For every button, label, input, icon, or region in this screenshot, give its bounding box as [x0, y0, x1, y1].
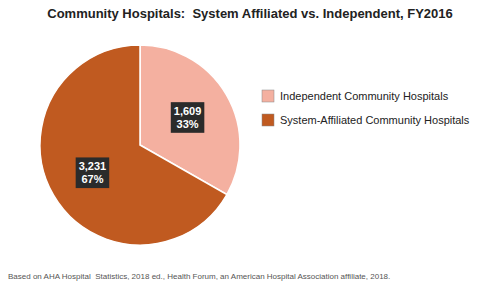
legend-entry: Independent Community Hospitals	[280, 90, 449, 102]
data-label: 1,60933%	[171, 102, 205, 133]
percent-label: 33%	[177, 118, 199, 130]
value-label: 3,231	[79, 160, 107, 172]
background	[0, 0, 500, 286]
data-label-text: 3,23167%	[79, 160, 107, 185]
pie-slice	[40, 45, 227, 245]
legend-swatch	[262, 90, 274, 102]
legend: Independent Community Hospitals System-Af…	[262, 90, 470, 126]
pie	[40, 45, 240, 245]
percent-label: 67%	[81, 173, 103, 185]
legend-entry: System-Affiliated Community Hospitals	[280, 114, 470, 126]
legend-swatch	[262, 114, 274, 126]
footnote: Based on AHA Hospital Statistics, 2018 e…	[8, 272, 390, 281]
data-label: 3,23167%	[76, 157, 110, 188]
chart: Community Hospitals: System Affiliated v…	[0, 0, 500, 286]
data-label-text: 1,60933%	[174, 105, 202, 130]
data-label-box	[171, 102, 205, 133]
value-label: 1,609	[174, 105, 202, 117]
data-label-box	[76, 157, 110, 188]
title: Community Hospitals: System Affiliated v…	[47, 6, 453, 21]
